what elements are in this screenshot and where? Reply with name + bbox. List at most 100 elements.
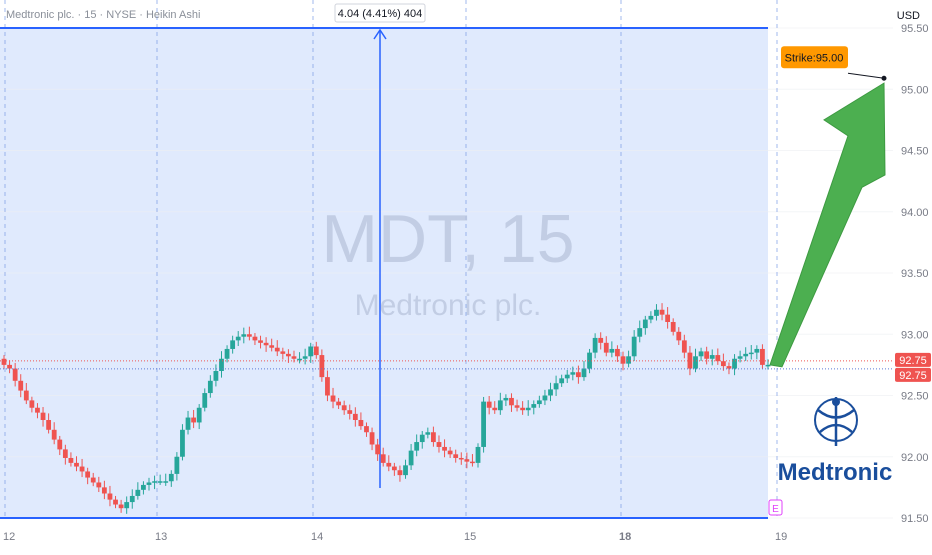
candle-body [191,417,197,423]
candle [163,473,169,486]
candle-body [219,358,224,371]
candle-body [648,315,654,320]
candle-body [29,400,35,408]
candle-body [681,340,687,353]
candle [408,444,414,470]
candle-body [592,337,598,353]
candle-body [726,366,732,369]
candle-body [297,358,302,361]
candle [325,370,330,402]
earnings-marker: E [772,504,779,515]
candle-body [157,481,163,483]
candle-body [274,347,280,352]
candle [453,449,459,463]
candle-body [174,456,180,474]
candle-body [687,352,693,369]
candle-body [391,466,397,471]
medtronic-logo-icon [814,397,858,446]
strike-label-box [781,46,848,69]
candle-body [732,358,737,369]
candle-body [313,346,319,356]
candle [626,350,631,368]
y-axis: 91.50 92.00 92.50 93.00 93.50 94.00 94.50 95.00… [901,23,929,525]
candle [40,407,46,427]
candle [258,335,263,349]
candle [615,345,620,362]
candle-body [670,322,676,332]
candle-body [7,364,12,369]
candle [263,337,269,352]
candle [564,370,570,384]
candle [29,396,35,413]
candle-body [665,314,671,322]
candle [274,340,280,357]
candle-body [765,364,771,367]
candle [531,400,537,415]
candle [235,331,241,347]
symbol-header[interactable]: Medtronic plc. · 15 · NYSE · Heikin Ashi [6,9,201,21]
candle-body [481,401,486,447]
candle [693,348,698,373]
price-tag-bg [895,352,931,367]
candle-body [358,420,364,427]
candle-body [637,328,643,337]
candle-body [185,417,191,430]
candle [96,476,102,493]
candle [191,409,197,429]
candle [46,413,52,434]
candle [581,360,587,381]
watermark-ticker: MDT, 15 [321,201,574,277]
y-tick-label: 94.00 [901,207,929,219]
candle [375,438,381,461]
candle [575,365,581,384]
candle-body [380,454,386,463]
candle [709,349,715,366]
candle-body [375,444,381,455]
candle [754,345,760,360]
candle [313,341,319,359]
x-tick-label: 12 [3,531,15,543]
candle [207,375,213,398]
candle [391,462,397,476]
y-tick-label: 93.50 [901,268,929,280]
candle [481,396,486,453]
candle-body [570,372,576,375]
y-tick-label: 93.00 [901,329,929,341]
strike-point [881,75,887,81]
earnings-marker-box [768,499,783,516]
candle-body [403,465,408,476]
candle-body [503,397,509,401]
candle-body [609,348,615,353]
candle [129,489,135,509]
candle [185,410,191,435]
candle [748,345,754,360]
candle-body [258,340,263,343]
candle [470,454,475,467]
candle [670,318,676,336]
candle-body [96,482,102,488]
candle-body [18,380,24,391]
candle-body [760,348,765,365]
candle-body [364,426,369,433]
candle [23,383,29,405]
candle-body [286,353,291,357]
candle [62,444,68,465]
candle-body [230,340,236,349]
candle-body [269,345,275,348]
candle-body [85,471,91,478]
currency-label[interactable]: USD [896,10,920,22]
logo-text: Medtronic [778,459,893,486]
candle-body [720,361,726,367]
candle-body [308,346,314,357]
candle-body [447,450,453,455]
candle-body [113,499,118,505]
candle [1,355,7,369]
candle-body [587,352,592,369]
price-tag-label: 92.75 [899,370,927,382]
candle-body [704,351,710,359]
candle [364,422,369,437]
candle [291,350,297,363]
candle-body [23,390,29,401]
candle [587,348,592,374]
